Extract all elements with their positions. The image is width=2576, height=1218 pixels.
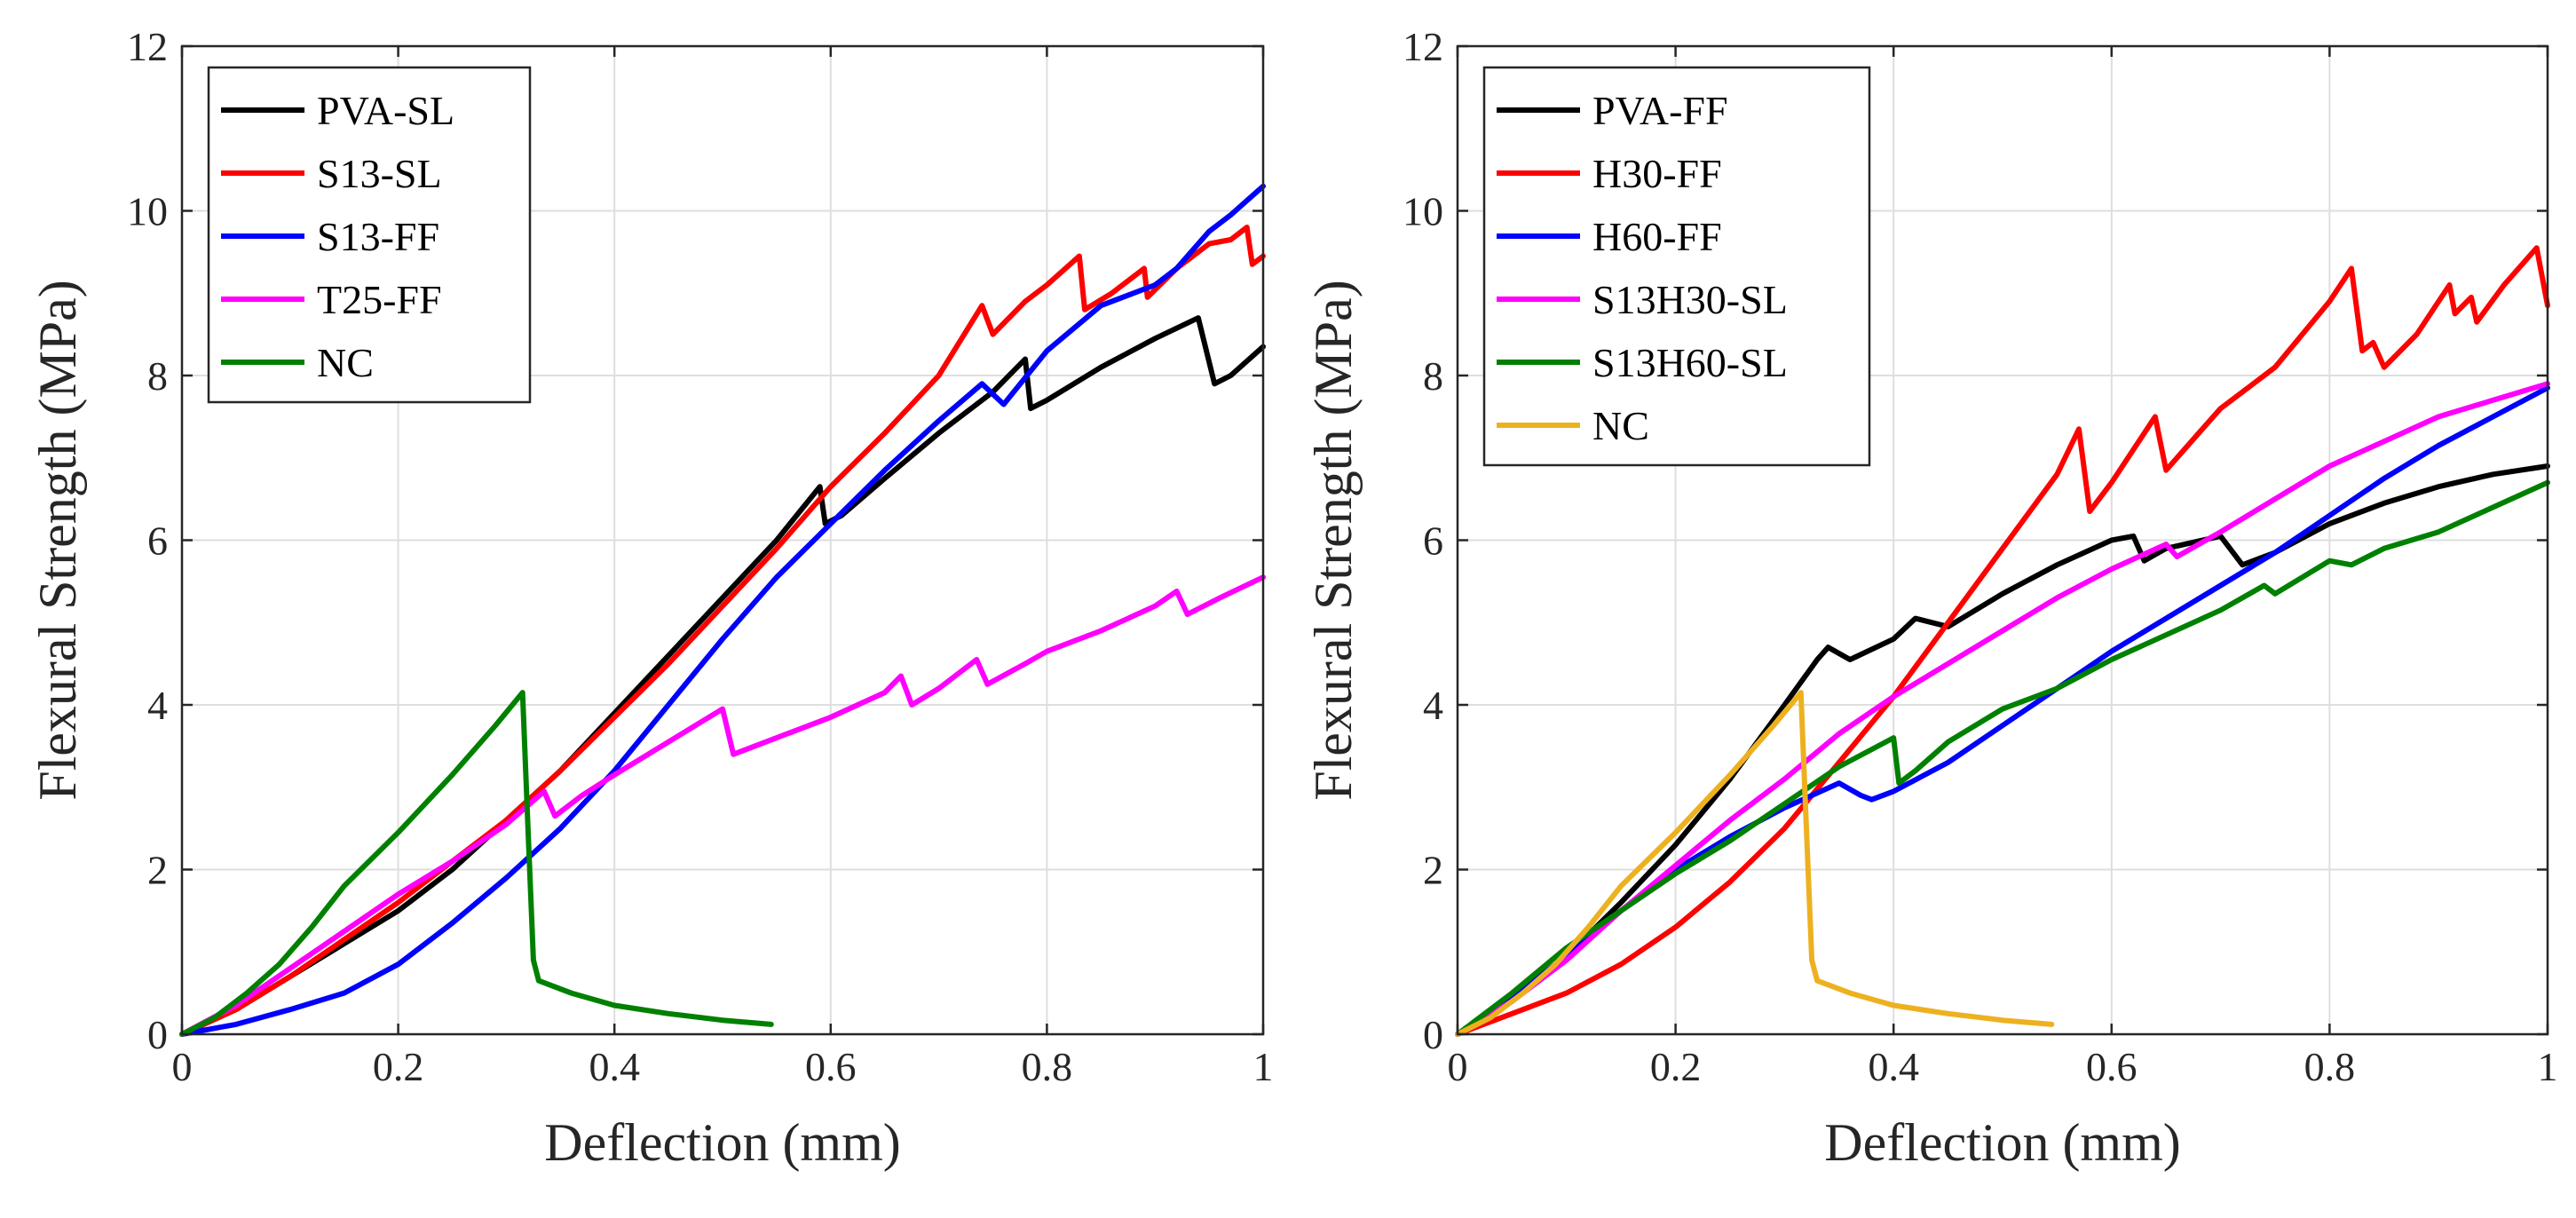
y-tick-label: 0	[1423, 1012, 1443, 1057]
y-tick-label: 10	[127, 189, 168, 234]
y-tick-label: 0	[147, 1012, 168, 1057]
x-axis-label: Deflection (mm)	[1824, 1113, 2181, 1172]
x-tick-label: 0.4	[1868, 1044, 1919, 1089]
y-tick-label: 4	[147, 683, 168, 728]
y-tick-label: 10	[1403, 189, 1443, 234]
y-tick-label: 2	[1423, 848, 1443, 893]
series-line-s13h60-sl	[1455, 479, 2550, 1037]
legend-entry: H30-FF	[1592, 151, 1722, 196]
legend-entry: NC	[317, 340, 374, 385]
series-line-s13-ff	[179, 183, 1266, 1037]
x-tick-label: 0.8	[1022, 1044, 1073, 1089]
x-axis-label: Deflection (mm)	[544, 1113, 901, 1172]
x-tick-label: 0.2	[373, 1044, 424, 1089]
series-line-pva-sl	[179, 315, 1266, 1037]
series-line-nc	[1455, 690, 2055, 1037]
x-tick-label: 0.6	[805, 1044, 857, 1089]
legend-entry: S13-FF	[317, 214, 439, 259]
legend-entry: NC	[1592, 403, 1649, 448]
y-tick-label: 6	[1423, 518, 1443, 564]
legend: PVA-SL S13-SL S13-FF T25-FF NC	[207, 66, 532, 404]
legend-entry: PVA-SL	[317, 88, 454, 133]
x-tick-label: 0	[1448, 1044, 1468, 1089]
y-tick-label: 4	[1423, 683, 1443, 728]
legend-entry: S13H60-SL	[1592, 340, 1788, 385]
series-line-t25-ff	[179, 574, 1266, 1037]
y-axis-label: Flexural Strength (MPa)	[28, 280, 87, 801]
legend: PVA-FF H30-FF H60-FF S13H30-SL S13H60-SL NC	[1482, 66, 1871, 467]
x-tick-label: 0	[172, 1044, 193, 1089]
y-axis-label: Flexural Strength (MPa)	[1304, 280, 1363, 801]
y-tick-label: 8	[147, 353, 168, 399]
legend-entry: T25-FF	[317, 277, 442, 322]
legend-box	[1482, 66, 1871, 467]
legend-entry: PVA-FF	[1592, 88, 1728, 133]
series-line-nc	[179, 690, 774, 1037]
x-tick-label: 0.6	[2086, 1044, 2137, 1089]
x-tick-label: 1	[1253, 1044, 1274, 1089]
series-line-pva-ff	[1455, 463, 2550, 1037]
y-tick-label: 12	[1403, 24, 1443, 69]
x-tick-label: 1	[2538, 1044, 2558, 1089]
y-tick-label: 8	[1423, 353, 1443, 399]
x-tick-label: 0.8	[2304, 1044, 2356, 1089]
legend-entry: S13-SL	[317, 151, 442, 196]
x-tick-label: 0.4	[589, 1044, 640, 1089]
y-tick-label: 2	[147, 848, 168, 893]
series-line-s13h30-sl	[1455, 381, 2550, 1037]
legend-entry: H60-FF	[1592, 214, 1722, 259]
legend-entry: S13H30-SL	[1592, 277, 1788, 322]
y-tick-label: 6	[147, 518, 168, 564]
y-tick-label: 12	[127, 24, 168, 69]
series-line-h30-ff	[1455, 245, 2550, 1037]
x-tick-label: 0.2	[1650, 1044, 1702, 1089]
